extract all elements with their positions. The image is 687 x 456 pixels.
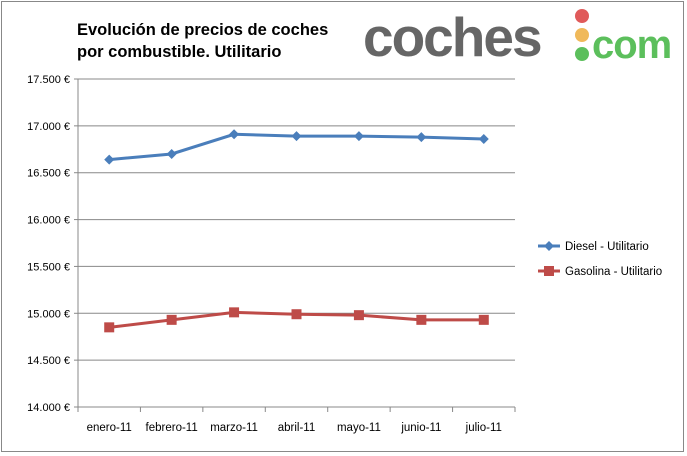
- data-point-diesel: [416, 132, 427, 143]
- logo-dot-green: [575, 47, 589, 61]
- data-point-gasolina: [229, 307, 240, 318]
- data-point-diesel: [353, 131, 364, 142]
- data-point-diesel: [291, 131, 302, 142]
- data-point-gasolina: [104, 322, 115, 333]
- chart-title: Evolución de precios de coches por combu…: [77, 19, 347, 63]
- x-tick-label: febrero-11: [146, 422, 198, 434]
- legend-label-gasolina: Gasolina - Utilitario: [565, 266, 662, 278]
- data-point-gasolina: [291, 309, 302, 320]
- x-tick-label: abril-11: [278, 422, 316, 434]
- y-tick-label: 15.500 €: [27, 261, 70, 273]
- y-tick-label: 14.500 €: [27, 355, 70, 367]
- y-tick-label: 15.000 €: [27, 308, 70, 320]
- x-tick-label: junio-11: [400, 422, 441, 434]
- data-point-diesel: [478, 133, 489, 144]
- data-point-diesel: [104, 154, 115, 165]
- legend-label-diesel: Diesel - Utilitario: [565, 241, 649, 253]
- legend-marker-gasolina: [544, 266, 554, 276]
- data-point-gasolina: [416, 314, 427, 325]
- x-tick-label: marzo-11: [210, 422, 258, 434]
- y-tick-label: 16.500 €: [27, 168, 70, 180]
- data-point-gasolina: [478, 314, 489, 325]
- data-point-gasolina: [353, 310, 364, 321]
- coches-com-logo: coches com: [363, 6, 672, 64]
- data-point-gasolina: [166, 314, 177, 325]
- x-tick-label: mayo-11: [337, 422, 381, 434]
- y-tick-label: 14.000 €: [27, 402, 70, 414]
- x-tick-label: julio-11: [465, 422, 502, 434]
- legend-marker-diesel: [544, 241, 554, 251]
- title-line-1: Evolución de precios de coches: [77, 21, 329, 39]
- logo-text-main: coches: [363, 6, 541, 64]
- data-point-diesel: [166, 148, 177, 159]
- logo-dot-red: [575, 9, 589, 23]
- y-tick-label: 17.500 €: [27, 74, 70, 86]
- y-tick-label: 16.000 €: [27, 215, 70, 227]
- logo-dot-yellow: [575, 28, 589, 42]
- logo-text-com: com: [592, 23, 671, 64]
- y-tick-label: 17.000 €: [27, 121, 70, 133]
- title-line-2: por combustible. Utilitario: [77, 43, 282, 61]
- data-point-diesel: [229, 129, 240, 140]
- x-tick-label: enero-11: [87, 422, 132, 434]
